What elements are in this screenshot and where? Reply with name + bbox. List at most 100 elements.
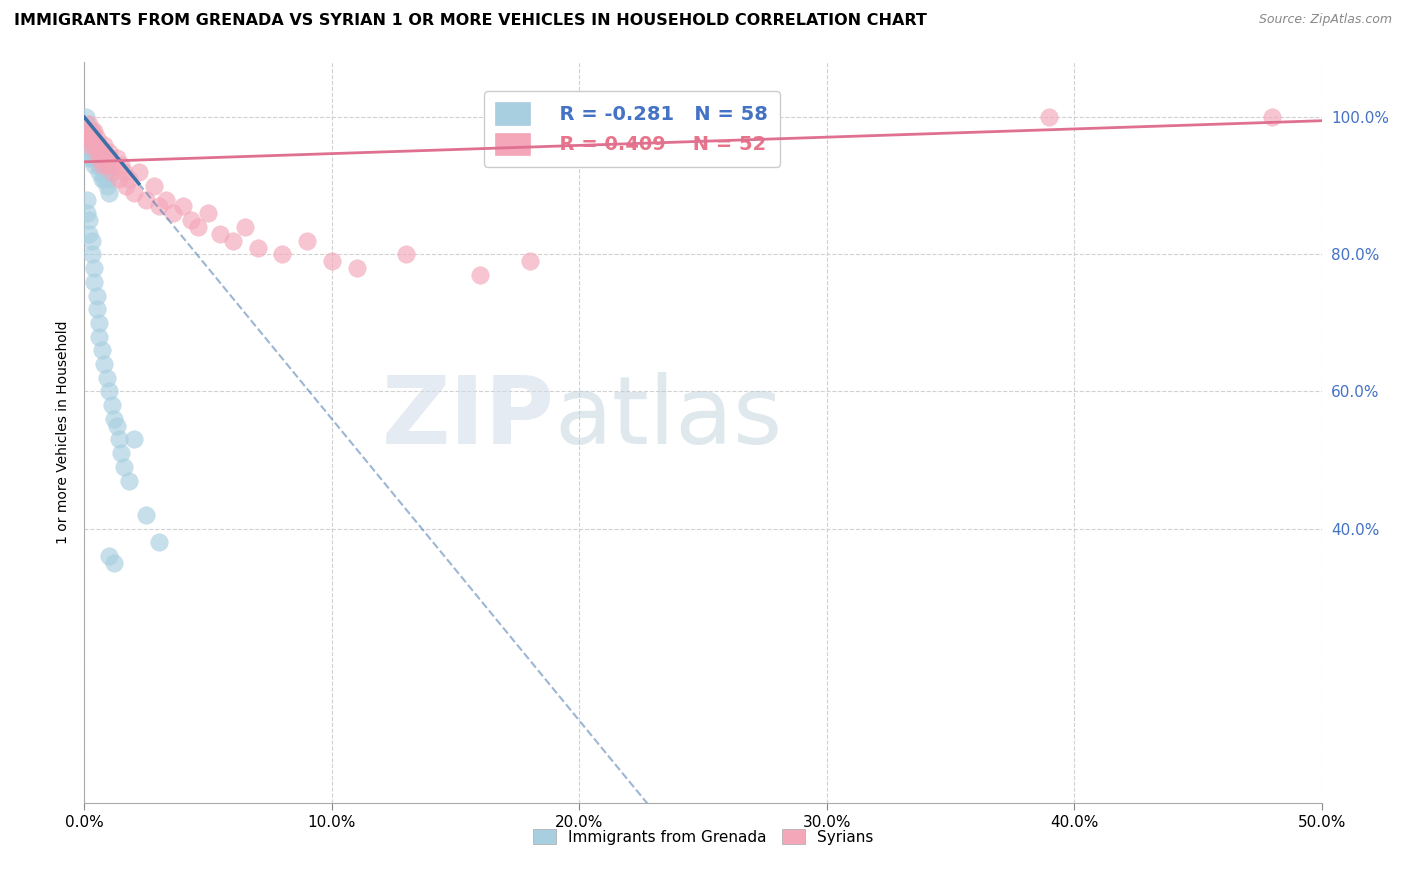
Point	[108, 172, 131, 186]
Point	[93, 172, 115, 186]
Point	[271, 247, 294, 261]
Point	[80, 152, 103, 166]
Point	[112, 459, 135, 474]
Text: Source: ZipAtlas.com: Source: ZipAtlas.com	[1258, 13, 1392, 27]
Point	[96, 165, 118, 179]
Point	[98, 186, 121, 200]
Y-axis label: 1 or more Vehicles in Household: 1 or more Vehicles in Household	[56, 321, 70, 544]
Point	[86, 152, 108, 166]
Point	[90, 145, 112, 159]
Point	[86, 145, 108, 159]
Point	[79, 131, 101, 145]
Point	[80, 247, 103, 261]
Point	[80, 124, 103, 138]
Point	[321, 254, 343, 268]
Point	[246, 240, 269, 255]
Point	[135, 508, 157, 522]
Point	[80, 145, 103, 159]
Point	[118, 474, 141, 488]
Point	[98, 145, 121, 159]
Point	[110, 158, 132, 172]
Point	[172, 199, 194, 213]
Point	[83, 275, 105, 289]
Point	[89, 152, 111, 166]
Point	[96, 178, 118, 193]
Point	[180, 213, 202, 227]
Point	[79, 213, 101, 227]
Point	[83, 261, 105, 276]
Point	[222, 234, 245, 248]
Point	[98, 549, 121, 563]
Point	[90, 172, 112, 186]
Point	[80, 131, 103, 145]
Point	[100, 165, 122, 179]
Point	[89, 145, 111, 159]
Point	[89, 158, 111, 172]
Point	[233, 219, 256, 234]
Point	[86, 131, 108, 145]
Point	[89, 316, 111, 330]
Point	[155, 193, 177, 207]
Point	[187, 219, 209, 234]
Point	[470, 268, 492, 282]
Point	[79, 137, 101, 152]
Point	[295, 234, 318, 248]
Point	[346, 261, 368, 276]
Point	[128, 165, 150, 179]
Point	[76, 193, 98, 207]
Point	[76, 124, 98, 138]
Point	[83, 137, 105, 152]
Point	[112, 165, 135, 179]
Point	[83, 131, 105, 145]
Point	[79, 145, 101, 159]
Point	[1038, 110, 1060, 124]
Point	[105, 418, 128, 433]
Point	[76, 117, 98, 131]
Text: atlas: atlas	[554, 372, 783, 464]
Point	[80, 124, 103, 138]
Point	[110, 446, 132, 460]
Point	[79, 227, 101, 241]
Point	[96, 158, 118, 172]
Point	[148, 199, 170, 213]
Legend: Immigrants from Grenada, Syrians: Immigrants from Grenada, Syrians	[527, 822, 879, 851]
Point	[83, 124, 105, 138]
Point	[519, 254, 541, 268]
Point	[100, 398, 122, 412]
Point	[103, 412, 125, 426]
Point	[93, 137, 115, 152]
Point	[86, 137, 108, 152]
Point	[148, 535, 170, 549]
Point	[89, 329, 111, 343]
Point	[79, 137, 101, 152]
Point	[79, 131, 101, 145]
Point	[79, 152, 101, 166]
Point	[93, 357, 115, 371]
Point	[98, 172, 121, 186]
Text: IMMIGRANTS FROM GRENADA VS SYRIAN 1 OR MORE VEHICLES IN HOUSEHOLD CORRELATION CH: IMMIGRANTS FROM GRENADA VS SYRIAN 1 OR M…	[14, 13, 927, 29]
Point	[89, 137, 111, 152]
Point	[90, 343, 112, 358]
Point	[1261, 110, 1284, 124]
Point	[83, 158, 105, 172]
Point	[122, 433, 145, 447]
Point	[96, 371, 118, 385]
Point	[98, 152, 121, 166]
Point	[90, 158, 112, 172]
Point	[80, 137, 103, 152]
Point	[209, 227, 232, 241]
Point	[162, 206, 184, 220]
Point	[93, 158, 115, 172]
Point	[75, 110, 97, 124]
Point	[395, 247, 418, 261]
Text: ZIP: ZIP	[381, 372, 554, 464]
Point	[80, 234, 103, 248]
Point	[90, 152, 112, 166]
Point	[118, 172, 141, 186]
Point	[103, 556, 125, 570]
Point	[83, 137, 105, 152]
Point	[77, 124, 100, 138]
Point	[83, 145, 105, 159]
Point	[98, 384, 121, 399]
Point	[76, 206, 98, 220]
